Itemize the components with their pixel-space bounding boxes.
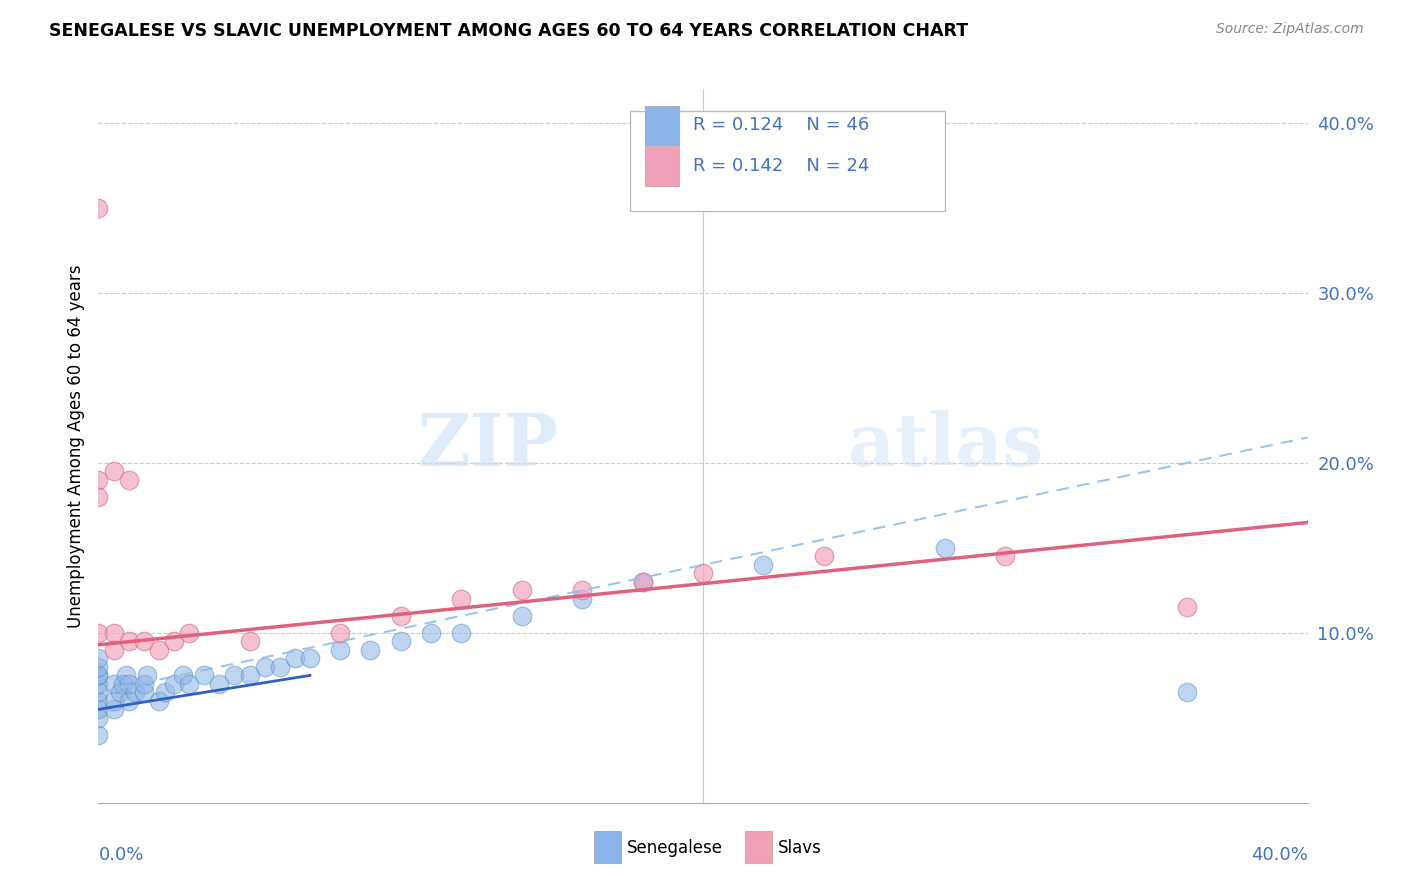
Point [87,490,110,504]
Point [87,626,110,640]
Point [239,634,262,648]
Text: R = 0.142    N = 24: R = 0.142 N = 24 [693,157,870,175]
Point [253,660,276,674]
Point [87,694,110,708]
Point [87,668,110,682]
Point [631,574,654,589]
FancyBboxPatch shape [745,831,772,863]
Point [114,668,136,682]
Point [163,677,186,691]
Point [329,643,352,657]
Text: ZIP: ZIP [418,410,558,482]
Point [87,201,110,215]
Point [148,694,170,708]
Text: R = 0.124    N = 46: R = 0.124 N = 46 [693,116,869,134]
Point [118,677,141,691]
Point [389,608,412,623]
Point [224,668,246,682]
Point [124,685,146,699]
FancyBboxPatch shape [645,105,679,145]
Point [103,626,125,640]
Text: atlas: atlas [848,410,1043,482]
Point [163,634,186,648]
Text: Source: ZipAtlas.com: Source: ZipAtlas.com [1216,22,1364,37]
Point [179,626,201,640]
Point [132,634,155,648]
Point [1175,685,1198,699]
Point [934,541,956,555]
Point [148,643,170,657]
Point [135,668,157,682]
Text: Senegalese: Senegalese [627,838,723,856]
Point [172,668,194,682]
Point [269,660,291,674]
Point [239,668,262,682]
FancyBboxPatch shape [645,146,679,186]
Point [111,677,134,691]
Point [420,626,443,640]
Point [87,702,110,716]
Text: SENEGALESE VS SLAVIC UNEMPLOYMENT AMONG AGES 60 TO 64 YEARS CORRELATION CHART: SENEGALESE VS SLAVIC UNEMPLOYMENT AMONG … [49,22,969,40]
Point [1175,600,1198,615]
Point [103,694,125,708]
Point [118,473,141,487]
Point [108,685,131,699]
Point [132,685,155,699]
Point [103,643,125,657]
Point [87,668,110,682]
Point [118,634,141,648]
Point [450,591,472,606]
Point [450,626,472,640]
FancyBboxPatch shape [630,111,945,211]
Point [132,677,155,691]
Point [994,549,1017,564]
Point [103,702,125,716]
Point [571,583,593,598]
Point [87,660,110,674]
Point [692,566,714,581]
Point [118,694,141,708]
Point [813,549,835,564]
Point [87,711,110,725]
Point [87,677,110,691]
Y-axis label: Unemployment Among Ages 60 to 64 years: Unemployment Among Ages 60 to 64 years [66,264,84,628]
Point [153,685,176,699]
Text: Slavs: Slavs [778,838,823,856]
Point [284,651,307,665]
Point [103,677,125,691]
Point [631,574,654,589]
Point [103,465,125,479]
Point [510,583,533,598]
Point [87,651,110,665]
Point [571,591,593,606]
Point [389,634,412,648]
Point [299,651,322,665]
Point [179,677,201,691]
Point [87,685,110,699]
Point [87,473,110,487]
Point [752,558,775,572]
Point [87,728,110,742]
Point [510,608,533,623]
Text: 0.0%: 0.0% [98,846,143,863]
Point [193,668,215,682]
Point [208,677,231,691]
Text: 40.0%: 40.0% [1251,846,1308,863]
FancyBboxPatch shape [595,831,621,863]
Point [329,626,352,640]
Point [360,643,382,657]
